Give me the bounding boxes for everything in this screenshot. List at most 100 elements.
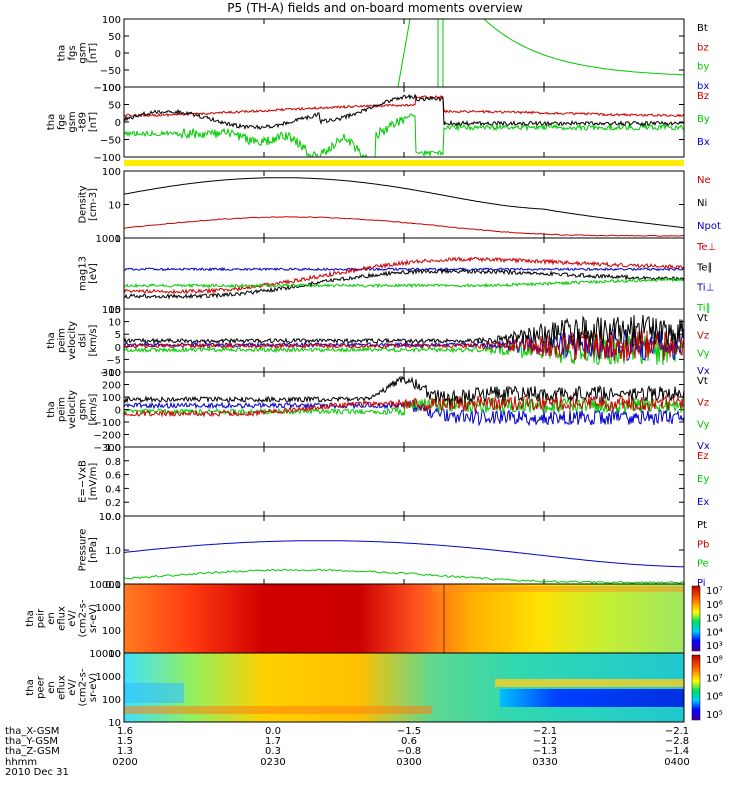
y-axis-label: [mV/m] bbox=[88, 463, 99, 501]
orbit-value: 0230 bbox=[260, 756, 286, 768]
legend-entry: Bz bbox=[697, 91, 709, 102]
series-Pe bbox=[123, 568, 685, 585]
y-axis-label: eV/ bbox=[67, 679, 78, 696]
y-tick-label: 0 bbox=[115, 406, 121, 417]
y-tick-label: 1000 bbox=[96, 672, 121, 683]
panel-pressure: 10.0 1.0 0.1 Pressure [nPa] Pt Pb Pe Pi bbox=[78, 512, 710, 591]
orbit-value: 0200 bbox=[112, 756, 138, 768]
y-axis-label: dsl bbox=[78, 333, 89, 347]
y-axis-label: gsm bbox=[78, 42, 89, 63]
y-tick-label: 15 bbox=[108, 305, 121, 316]
series-Ne bbox=[123, 216, 685, 237]
y-tick-label: 50 bbox=[108, 101, 121, 112]
y-tick-label: 1000 bbox=[96, 234, 121, 245]
series-By bbox=[123, 113, 685, 158]
series-Te-par bbox=[123, 267, 685, 300]
y-axis-label: tha bbox=[25, 679, 36, 695]
legend-entry: Ne bbox=[697, 175, 711, 186]
legend-entry: Te∥ bbox=[696, 262, 713, 273]
series-Vt bbox=[123, 314, 685, 347]
panel-frame bbox=[123, 446, 685, 517]
legend-entry: Ti⊥ bbox=[696, 283, 714, 294]
series-Bt bbox=[123, 93, 685, 130]
series-Ti-perp bbox=[123, 266, 685, 272]
orbit-label: tha_Z-GSM bbox=[5, 746, 60, 758]
y-axis-label: [cm-3] bbox=[88, 188, 99, 221]
series-Pi bbox=[123, 540, 685, 568]
orbit-value: −1.2 bbox=[532, 736, 558, 748]
legend-entry: Ez bbox=[697, 451, 709, 462]
orbit-value: 0.6 bbox=[401, 736, 417, 748]
y-axis-label: sr-eV) bbox=[88, 673, 99, 702]
series-Vy bbox=[123, 333, 685, 366]
velocity-gsm-traces bbox=[123, 375, 685, 427]
y-tick-label: −100 bbox=[94, 418, 121, 429]
y-tick-label: 1.0 bbox=[105, 546, 121, 557]
y-tick-label: 10 bbox=[108, 649, 121, 660]
orbit-value: 1.7 bbox=[265, 736, 281, 748]
y-tick-label: −5 bbox=[106, 355, 121, 366]
legend-entry: Te⊥ bbox=[696, 242, 716, 253]
y-axis-label: velocity bbox=[67, 390, 78, 429]
legend-entry: Vz bbox=[697, 398, 709, 409]
orbit-value: −2.8 bbox=[664, 736, 690, 748]
y-tick-label: 100 bbox=[102, 167, 121, 178]
y-axis-label: Density bbox=[78, 185, 89, 223]
panel-temperature: 1000 100 mag13 [eV] Te⊥ Te∥ Ti⊥ Ti∥ bbox=[78, 234, 717, 316]
legend-entry: Vz bbox=[697, 331, 709, 342]
y-axis-label: mag13 bbox=[78, 256, 89, 291]
y-axis-label: (cm2-s- bbox=[78, 668, 89, 706]
y-tick-label: 10 bbox=[108, 318, 121, 329]
orbit-value: 1.5 bbox=[117, 736, 133, 748]
y-tick-label: 1000 bbox=[96, 603, 121, 614]
colorbar-label: 10⁸ bbox=[706, 655, 723, 666]
y-axis-label: eflux bbox=[57, 606, 68, 631]
spectrogram-band bbox=[500, 689, 684, 707]
legend-entry: Ex bbox=[697, 497, 709, 508]
colorbar-label: 10⁶ bbox=[706, 692, 723, 703]
y-axis-label: sr-eV) bbox=[88, 604, 99, 633]
y-axis-label: peim bbox=[57, 397, 68, 422]
series-by bbox=[397, 18, 411, 88]
panel-fgs: 100 50 0 −50 −100 tha fgs gsm [nT] Bt bz by bx bbox=[57, 15, 710, 94]
y-tick-label: 100 bbox=[102, 83, 121, 94]
y-axis-label: tha bbox=[46, 114, 57, 130]
panel-frame bbox=[123, 652, 685, 723]
y-tick-label: 100 bbox=[102, 305, 121, 316]
velocity-dsl-traces bbox=[123, 314, 685, 366]
y-tick-label: 0 bbox=[115, 49, 121, 60]
y-axis-label: eflux bbox=[57, 675, 68, 700]
legend-entry: Pe bbox=[697, 559, 709, 570]
spectrogram-band bbox=[124, 683, 184, 703]
y-tick-label: 0.8 bbox=[105, 457, 121, 468]
plot-title: P5 (TH-A) fields and on-board moments ov… bbox=[227, 1, 523, 15]
y-tick-label: 10 bbox=[108, 718, 121, 729]
y-tick-label: 0.0 bbox=[105, 512, 121, 523]
y-tick-label: 0.2 bbox=[105, 498, 121, 509]
y-axis-label: [km/s] bbox=[88, 324, 99, 356]
y-tick-label: −100 bbox=[94, 83, 121, 94]
legend-entry: bz bbox=[697, 42, 709, 53]
legend-entry: by bbox=[697, 62, 709, 73]
y-tick-label: 100 bbox=[102, 15, 121, 26]
y-axis-label: -t89 bbox=[78, 112, 89, 132]
orbit-value: 0400 bbox=[664, 756, 690, 768]
y-axis-label: gsm bbox=[67, 111, 78, 132]
y-axis-label: Pressure bbox=[78, 529, 89, 572]
y-axis-label: [nT] bbox=[88, 112, 99, 132]
density-traces bbox=[123, 177, 685, 237]
y-axis-label: tha bbox=[46, 332, 57, 348]
legend-entry: Vx bbox=[697, 366, 710, 377]
colorbar-label: 10³ bbox=[706, 641, 723, 652]
legend-entry: Ey bbox=[697, 474, 709, 485]
y-tick-label: 1 bbox=[115, 234, 121, 245]
colorbar-label: 10⁷ bbox=[706, 586, 723, 597]
legend-entry: Pt bbox=[697, 520, 707, 531]
legend-entry: By bbox=[697, 114, 710, 125]
series-by bbox=[483, 18, 685, 76]
orbit-value: 0330 bbox=[532, 756, 558, 768]
orbit-label: tha_Y-GSM bbox=[5, 736, 59, 748]
spectrogram-band bbox=[495, 679, 684, 687]
